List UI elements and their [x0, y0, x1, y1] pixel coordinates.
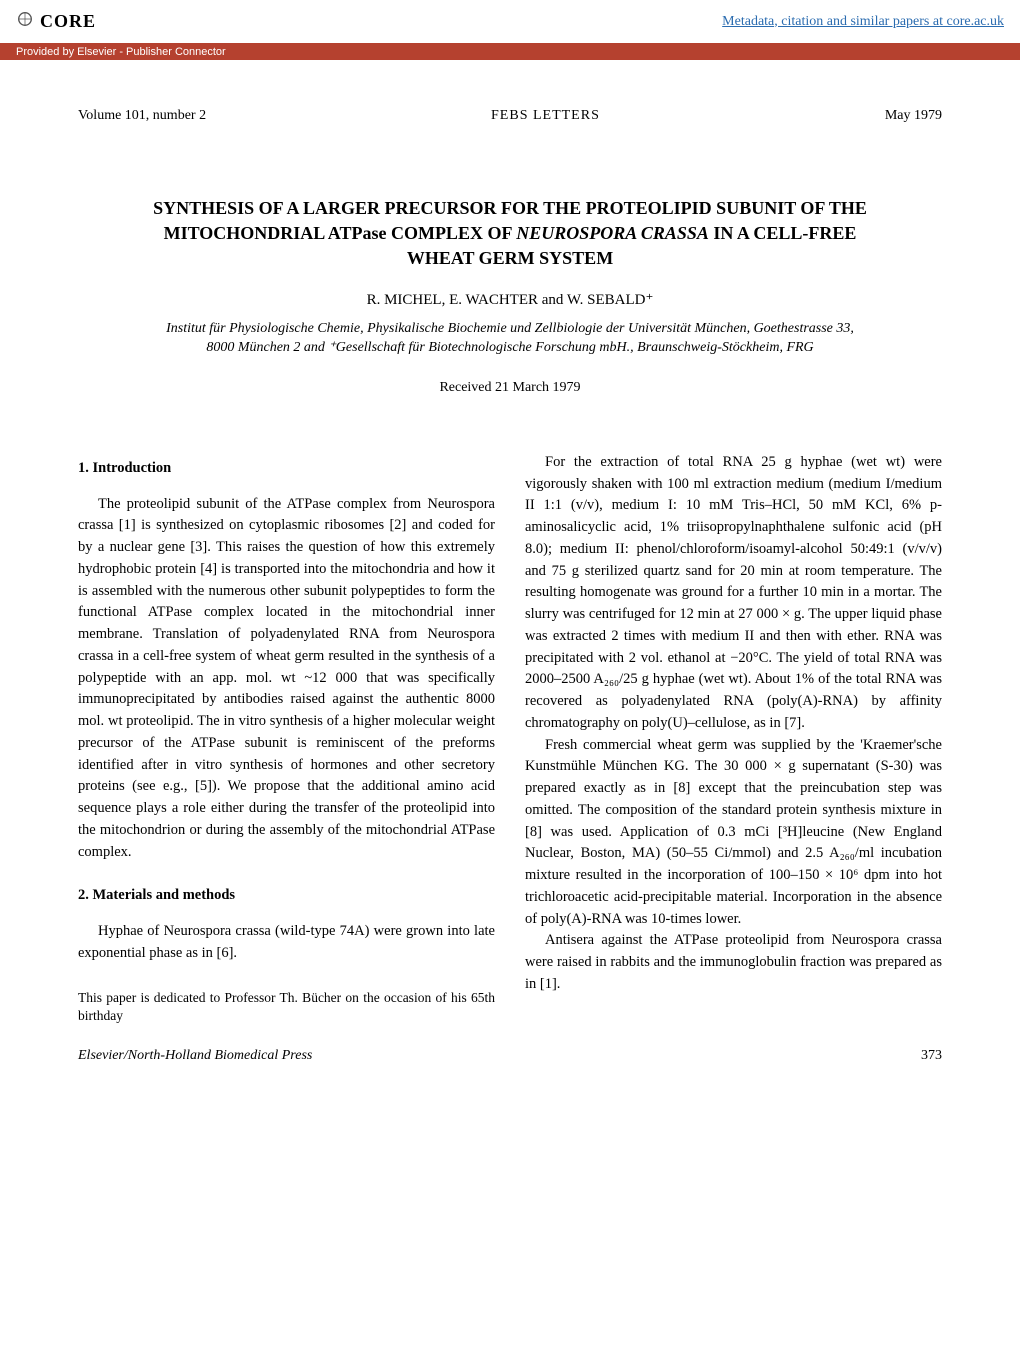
title-line-2: MITOCHONDRIAL ATPase COMPLEX OF NEUROSPO… [78, 221, 942, 246]
intro-paragraph: The proteolipid subunit of the ATPase co… [78, 494, 495, 864]
article-title: SYNTHESIS OF A LARGER PRECURSOR FOR THE … [78, 196, 942, 272]
core-logo-text: CORE [40, 11, 96, 32]
left-column: 1. Introduction The proteolipid subunit … [78, 452, 495, 1027]
authors: R. MICHEL, E. WACHTER and W. SEBALD⁺ [78, 290, 942, 309]
methods-paragraph-3: Fresh commercial wheat germ was supplied… [525, 735, 942, 931]
methods-paragraph-4: Antisera against the ATPase proteolipid … [525, 930, 942, 995]
title-line-1: SYNTHESIS OF A LARGER PRECURSOR FOR THE … [78, 196, 942, 221]
dedication-note: This paper is dedicated to Professor Th.… [78, 989, 495, 1027]
core-subbanner: Provided by Elsevier - Publisher Connect… [0, 44, 1020, 60]
core-logo-icon [16, 10, 34, 33]
section-1-heading: 1. Introduction [78, 458, 495, 480]
core-metadata-link[interactable]: Metadata, citation and similar papers at… [722, 14, 1004, 30]
affiliation: Institut für Physiologische Chemie, Phys… [78, 319, 942, 358]
core-logo-group: CORE [16, 10, 96, 33]
journal-name: FEBS LETTERS [206, 108, 885, 124]
publisher-press: Elsevier/North-Holland Biomedical Press [78, 1048, 312, 1064]
page-footer: Elsevier/North-Holland Biomedical Press … [78, 1048, 942, 1064]
two-column-body: 1. Introduction The proteolipid subunit … [78, 452, 942, 1027]
methods-paragraph-2: For the extraction of total RNA 25 g hyp… [525, 452, 942, 735]
title-line-3: WHEAT GERM SYSTEM [78, 246, 942, 271]
right-column: For the extraction of total RNA 25 g hyp… [525, 452, 942, 1027]
volume-info: Volume 101, number 2 [78, 108, 206, 124]
issue-date: May 1979 [885, 108, 942, 124]
running-header: Volume 101, number 2 FEBS LETTERS May 19… [78, 108, 942, 124]
page-content: Volume 101, number 2 FEBS LETTERS May 19… [0, 60, 1020, 1094]
methods-paragraph-1: Hyphae of Neurospora crassa (wild-type 7… [78, 921, 495, 965]
affiliation-line-1: Institut für Physiologische Chemie, Phys… [78, 319, 942, 339]
affiliation-line-2: 8000 München 2 and ⁺Gesellschaft für Bio… [78, 338, 942, 358]
core-banner: CORE Metadata, citation and similar pape… [0, 0, 1020, 44]
received-date: Received 21 March 1979 [78, 380, 942, 396]
page-number: 373 [921, 1048, 942, 1064]
section-2-heading: 2. Materials and methods [78, 885, 495, 907]
